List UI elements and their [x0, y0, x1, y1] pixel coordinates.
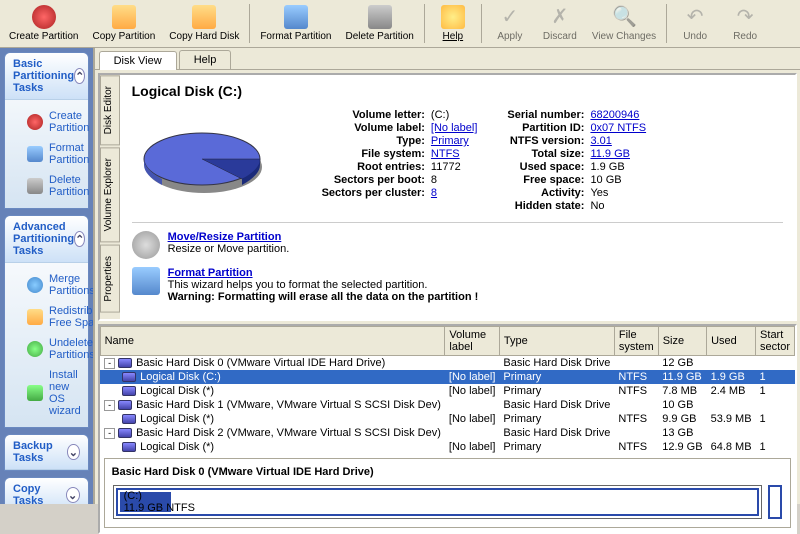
side-item[interactable]: Create Partition [27, 106, 66, 138]
chevron-icon: ⌄ [66, 487, 80, 503]
side-item[interactable]: Redistribute Free Space [27, 301, 66, 333]
disk-icon [122, 414, 136, 424]
col-header[interactable]: Start sector [756, 327, 795, 356]
side-item[interactable]: Format Partition [27, 138, 66, 170]
toolbar-help[interactable]: Help [428, 2, 478, 45]
disk-icon [122, 442, 136, 452]
chevron-icon: ⌃ [74, 68, 85, 84]
toolbar-delete-partition[interactable]: Delete Partition [338, 2, 420, 45]
vtab-volume-explorer[interactable]: Volume Explorer [100, 147, 120, 242]
toolbar-format-partition[interactable]: Format Partition [253, 2, 338, 45]
disk-icon [122, 386, 136, 396]
disk-usage-bar[interactable]: (C:) 11.9 GB NTFS [113, 485, 762, 519]
disk-icon [118, 400, 132, 410]
col-header[interactable]: Used [707, 327, 756, 356]
ic-del-icon [27, 178, 43, 194]
col-header[interactable]: Size [658, 327, 706, 356]
tree-toggle-icon[interactable]: - [104, 358, 115, 369]
disk-icon [118, 358, 132, 368]
chevron-icon: ⌃ [74, 231, 85, 247]
toolbar-undo[interactable]: ↶Undo [670, 2, 720, 45]
bar-end-segment[interactable] [768, 485, 782, 519]
action-link[interactable]: Move/Resize Partition [168, 231, 282, 243]
disk-icon [118, 428, 132, 438]
table-row[interactable]: Logical Disk (*)[No label]PrimaryNTFS9.9… [100, 412, 794, 426]
toolbar-create-partition[interactable]: Create Partition [2, 2, 85, 45]
table-row[interactable]: Logical Disk (*)[No label]PrimaryNTFS7.8… [100, 384, 794, 398]
side-item[interactable]: Delete Partition [27, 170, 66, 202]
toolbar-view-changes[interactable]: 🔍View Changes [585, 2, 663, 45]
table-row[interactable]: -Basic Hard Disk 1 (VMware, VMware Virtu… [100, 398, 794, 412]
vtab-properties[interactable]: Properties [100, 245, 120, 313]
side-item[interactable]: Undelete Partitions [27, 333, 66, 365]
side-item[interactable]: Merge Partitions [27, 269, 66, 301]
ic-merge-icon [27, 277, 43, 293]
side-item[interactable]: Install new OS wizard [27, 365, 66, 421]
chevron-icon: ⌄ [67, 444, 79, 460]
disk-icon [122, 372, 136, 382]
action-link[interactable]: Format Partition [168, 267, 253, 279]
action-icon [132, 231, 160, 259]
disk-title: Logical Disk (C:) [132, 83, 783, 99]
pie-chart [132, 109, 282, 209]
ic-copy-icon [27, 309, 43, 325]
panel-header[interactable]: Basic Partitioning Tasks⌃ [5, 53, 88, 100]
col-header[interactable]: Volume label [445, 327, 499, 356]
vtab-disk-editor[interactable]: Disk Editor [100, 75, 120, 145]
panel-header[interactable]: Copy Tasks⌄ [5, 478, 88, 504]
action-icon [132, 267, 160, 295]
main-toolbar: Create PartitionCopy PartitionCopy Hard … [0, 0, 800, 48]
side-panel: Basic Partitioning Tasks⌃ Create Partitio… [0, 48, 95, 504]
vertical-tabs: Disk EditorVolume Explorer Properties [100, 75, 120, 319]
table-row[interactable]: -Basic Hard Disk 2 (VMware, VMware Virtu… [100, 426, 794, 440]
table-row[interactable]: Logical Disk (C:)[No label]PrimaryNTFS11… [100, 370, 794, 384]
ic-undo-icon [27, 341, 43, 357]
tree-toggle-icon[interactable]: - [104, 400, 115, 411]
disk-grid: NameVolume labelTypeFile systemSizeUsedS… [100, 326, 795, 454]
toolbar-discard[interactable]: ✗Discard [535, 2, 585, 45]
ic-new-icon [27, 114, 43, 130]
table-row[interactable]: Logical Disk (*)[No label]PrimaryNTFS12.… [100, 440, 794, 454]
toolbar-copy-hard-disk[interactable]: Copy Hard Disk [162, 2, 246, 45]
view-tabs: Disk ViewHelp [95, 48, 800, 70]
ic-os-icon [27, 385, 43, 401]
panel-header[interactable]: Backup Tasks⌄ [5, 435, 88, 470]
ic-fmt-icon [27, 146, 43, 162]
tab-help[interactable]: Help [179, 50, 232, 69]
toolbar-apply[interactable]: ✓Apply [485, 2, 535, 45]
panel-header[interactable]: Advanced Partitioning Tasks⌃ [5, 216, 88, 263]
toolbar-copy-partition[interactable]: Copy Partition [85, 2, 162, 45]
col-header[interactable]: Name [100, 327, 445, 356]
disk-bar-panel: Basic Hard Disk 0 (VMware Virtual IDE Ha… [104, 458, 791, 528]
tab-disk-view[interactable]: Disk View [99, 51, 177, 70]
props-right: Serial number:68200946Partition ID:0x07 … [507, 109, 646, 212]
toolbar-redo[interactable]: ↷Redo [720, 2, 770, 45]
col-header[interactable]: File system [614, 327, 658, 356]
tree-toggle-icon[interactable]: - [104, 428, 115, 439]
col-header[interactable]: Type [499, 327, 614, 356]
props-left: Volume letter:(C:)Volume label:[No label… [322, 109, 478, 212]
table-row[interactable]: -Basic Hard Disk 0 (VMware Virtual IDE H… [100, 356, 794, 371]
